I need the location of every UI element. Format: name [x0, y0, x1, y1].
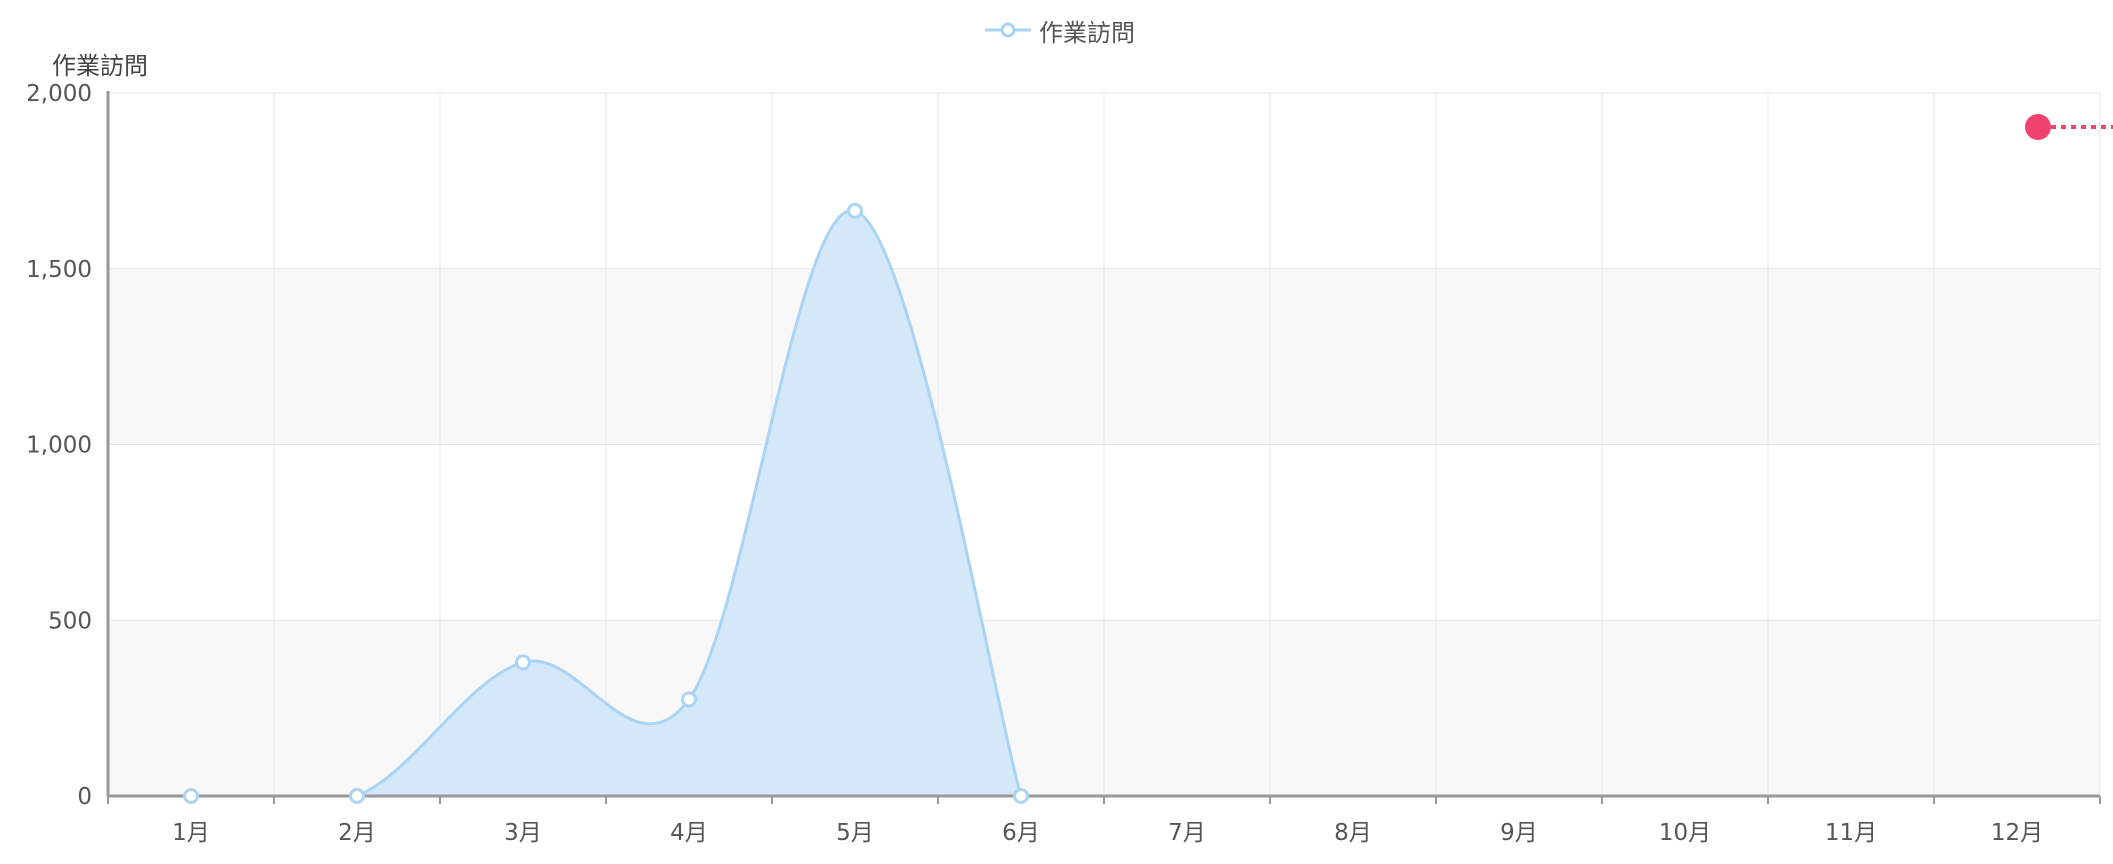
x-tick-label: 2月	[338, 820, 376, 846]
x-tick-label: 5月	[836, 820, 874, 846]
x-tick-label: 3月	[504, 820, 542, 846]
y-tick-label: 1,000	[26, 433, 92, 459]
x-tick-label: 9月	[1500, 820, 1538, 846]
x-tick-label: 4月	[670, 820, 708, 846]
legend[interactable]: 作業訪問	[985, 12, 1135, 48]
data-point	[681, 691, 697, 708]
legend-line-marker-icon	[985, 22, 1031, 38]
x-tick-label: 6月	[1002, 820, 1040, 846]
y-tick-label: 1,500	[26, 257, 92, 283]
y-tick-label: 500	[48, 608, 92, 634]
x-tick-label: 10月	[1659, 820, 1711, 846]
x-tick-label: 8月	[1334, 820, 1372, 846]
x-tick-label: 1月	[172, 820, 210, 846]
y-tick-label: 0	[77, 784, 92, 810]
series-area	[191, 210, 1021, 796]
data-point	[1013, 788, 1029, 804]
y-axis-title: 作業訪問	[52, 52, 148, 80]
data-point	[847, 202, 863, 219]
x-tick-label: 7月	[1168, 820, 1206, 846]
marker-dot	[2025, 114, 2051, 140]
y-tick-label: 2,000	[26, 81, 92, 107]
x-tick-label: 12月	[1991, 820, 2043, 846]
data-point	[515, 654, 531, 671]
data-point	[183, 788, 199, 804]
data-point	[349, 788, 365, 804]
x-tick-label: 11月	[1825, 820, 1877, 846]
legend-label: 作業訪問	[1039, 18, 1135, 47]
